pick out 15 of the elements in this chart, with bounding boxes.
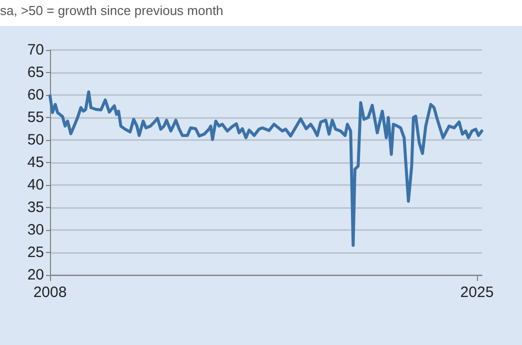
y-tick-label: 35 (27, 199, 44, 216)
chart-subtitle: sa, >50 = growth since previous month (0, 3, 224, 18)
y-tick-label: 70 (27, 42, 44, 58)
y-tick-label: 55 (27, 109, 44, 126)
y-tick-label: 60 (27, 86, 44, 104)
x-tick-label: 2008 (33, 284, 67, 301)
y-tick-label: 40 (27, 176, 44, 194)
y-tick-label: 65 (27, 64, 44, 81)
y-tick-label: 45 (27, 154, 44, 171)
y-tick-label: 20 (27, 266, 44, 284)
x-tick-label: 2025 (460, 284, 494, 301)
y-tick-label: 30 (27, 222, 44, 238)
y-tick-label: 25 (27, 244, 44, 261)
line-series (48, 90, 484, 247)
y-tick-label: 50 (27, 132, 44, 148)
